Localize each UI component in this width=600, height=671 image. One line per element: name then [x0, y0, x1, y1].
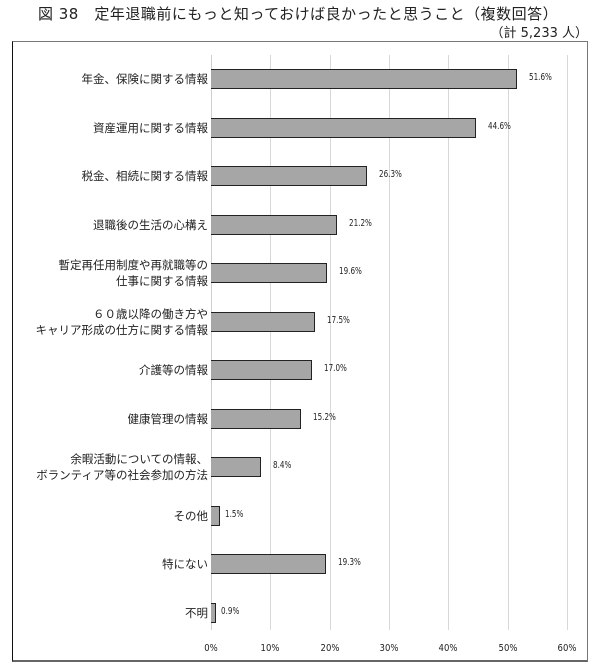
category-label-line: 税金、相続に関する情報 — [81, 169, 209, 183]
value-label: 44.6% — [487, 120, 511, 132]
category-label: 暫定再任用制度や再就職等の仕事に関する情報 — [59, 257, 209, 289]
plot-area: 51.6% 44.6% 26.3% 21.2% 19.6% 17.5% 17.0% 15.2%… — [211, 55, 568, 630]
bar — [211, 360, 312, 380]
category-label: 不明 — [185, 605, 208, 621]
value-label: 0.9% — [221, 605, 240, 617]
category-label-line: ６０歳以降の働き方や — [93, 306, 208, 321]
category-label: 税金、相続に関する情報 — [82, 168, 209, 184]
category-label: 資産運用に関する情報 — [93, 120, 208, 136]
value-label: 17.5% — [326, 314, 350, 326]
gridline — [211, 55, 212, 630]
chart-subtitle: （計 5,233 人） — [490, 26, 588, 41]
category-label-line: 不明 — [185, 605, 208, 620]
bar — [211, 117, 476, 138]
category-label-line: その他 — [173, 508, 209, 523]
x-tick-label: 50% — [498, 643, 518, 654]
gridline — [389, 55, 390, 630]
category-label-line: 仕事に関する情報 — [116, 274, 208, 288]
gridline — [448, 55, 450, 630]
bar — [211, 69, 518, 89]
bar — [211, 166, 368, 186]
chart-frame — [12, 41, 588, 662]
gridline — [567, 55, 568, 630]
bar — [211, 457, 261, 477]
category-label-line: 介護等の情報 — [139, 363, 208, 377]
category-label-line: 退職後の生活の心構え — [93, 217, 208, 232]
category-label: 健康管理の情報 — [128, 411, 209, 427]
category-label-line: ボランティア等の社会参加の方法 — [36, 468, 208, 482]
value-label: 19.6% — [339, 266, 363, 277]
bar — [211, 263, 328, 283]
x-tick-label: 30% — [379, 643, 399, 654]
category-label-line: 年金、保険に関する情報 — [81, 72, 209, 86]
value-label: 19.3% — [337, 557, 361, 568]
category-label-line: 資産運用に関する情報 — [93, 120, 208, 135]
category-label-line: キャリア形成の仕方に関する情報 — [35, 322, 209, 337]
category-label-line: 特にない — [162, 557, 208, 571]
gridline — [329, 55, 331, 630]
x-tick-label: 60% — [557, 643, 577, 654]
gridline — [507, 55, 509, 630]
category-label: 退職後の生活の心構え — [93, 217, 208, 233]
bar — [211, 214, 337, 235]
x-tick-label: 40% — [438, 643, 458, 654]
value-label: 8.4% — [272, 460, 292, 471]
category-label-line: 暫定再任用制度や再就職等の — [58, 258, 209, 272]
chart-title: 図 38 定年退職前にもっと知っておけば良かったと思うこと（複数回答） — [38, 5, 559, 23]
bar — [211, 311, 315, 332]
value-label: 1.5% — [224, 508, 244, 520]
value-label: 17.0% — [323, 363, 347, 374]
value-label: 15.2% — [313, 411, 337, 423]
x-tick-label: 0% — [204, 643, 218, 654]
category-label: 特にない — [162, 556, 208, 572]
bar — [211, 505, 220, 526]
category-label: 年金、保険に関する情報 — [82, 71, 209, 87]
category-label: 介護等の情報 — [139, 362, 208, 378]
bar — [211, 602, 217, 623]
x-tick-label: 20% — [320, 643, 340, 654]
gridline — [270, 55, 272, 630]
x-tick-label: 10% — [260, 643, 280, 654]
category-label: その他 — [174, 508, 209, 524]
bar — [211, 408, 302, 429]
value-label: 26.3% — [379, 169, 402, 180]
value-label: 51.6% — [529, 72, 553, 83]
category-label: ６０歳以降の働き方や キャリア形成の仕方に関する情報 — [36, 306, 209, 338]
category-label-line: 健康管理の情報 — [127, 411, 209, 426]
category-label: 余暇活動についての情報、ボランティア等の社会参加の方法 — [36, 451, 208, 483]
value-label: 21.2% — [348, 217, 372, 229]
category-label-line: 余暇活動についての情報、 — [70, 452, 208, 466]
bar — [211, 554, 326, 574]
